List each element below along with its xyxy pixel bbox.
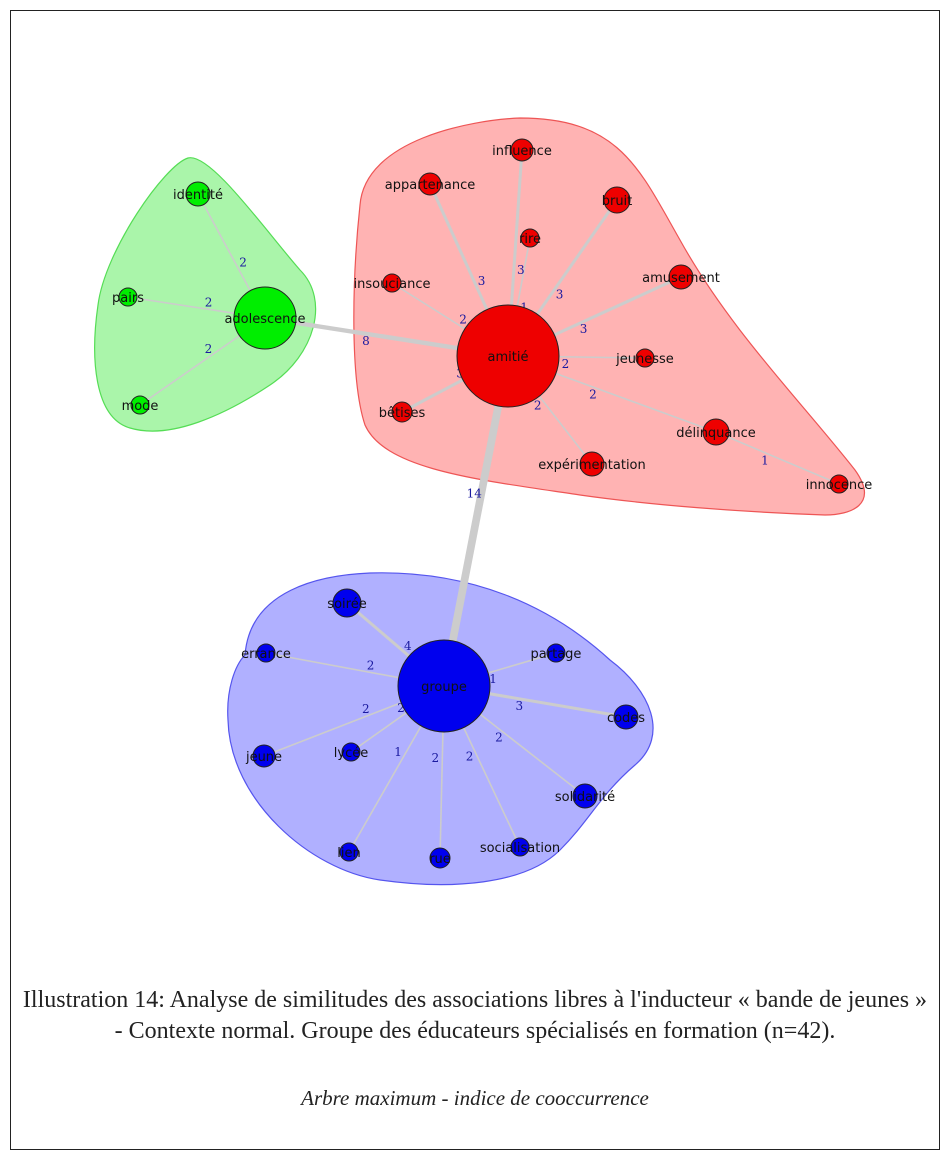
edge-weight-label: 8 (362, 334, 370, 348)
node-insouciance (382, 273, 402, 293)
edge-weight-label: 14 (467, 486, 483, 500)
edge-weight-label: 2 (239, 256, 247, 270)
edge-weight-label: 2 (205, 295, 213, 309)
node-label-groupe: groupe (421, 680, 467, 695)
node-socialisation (510, 837, 530, 857)
node-pairs (118, 287, 138, 307)
edge-weight-label: 2 (397, 701, 405, 715)
node-label-rue: rue (429, 852, 451, 867)
edge-weight-label: 2 (534, 399, 542, 413)
edge-weight-label: 2 (562, 357, 570, 371)
node-lycee (341, 742, 361, 762)
edge-weight-label: 1 (761, 453, 769, 467)
node-label-codes: codes (607, 711, 645, 726)
node-label-errance: errance (241, 647, 291, 662)
node-label-jeunesse: jeunesse (615, 352, 674, 367)
node-jeunesse (635, 348, 655, 368)
node-label-bruit: bruit (602, 194, 633, 209)
node-innocence (829, 474, 849, 494)
edge-weight-label: 3 (580, 322, 588, 336)
node-label-appartenance: appartenance (385, 178, 475, 193)
edge-weight-label: 1 (394, 745, 402, 759)
edge-weight-label: 2 (205, 342, 213, 356)
node-amusement (668, 264, 694, 290)
node-jeune (252, 744, 276, 768)
node-label-betises: bêtises (379, 406, 426, 421)
edge-weight-label: 2 (432, 751, 440, 765)
edge-weight-label: 2 (495, 731, 503, 745)
node-label-delinquance: délinquance (676, 426, 756, 441)
node-groupe (397, 639, 491, 733)
node-soiree (332, 588, 362, 618)
node-label-influence: influence (492, 144, 552, 159)
similarity-graph: 814222331332232214213222122 adolescencei… (94, 117, 873, 886)
edge-delinquance-innocence (715, 431, 840, 485)
figure-caption: Illustration 14: Analyse de similitudes … (22, 987, 928, 1044)
red-cluster-hull (353, 117, 865, 516)
node-mode (130, 395, 150, 415)
node-label-lycee: lycée (334, 746, 368, 761)
node-label-amusement: amusement (642, 271, 720, 286)
node-label-mode: mode (122, 399, 159, 414)
node-label-amitie: amitié (488, 350, 529, 365)
node-adolescence (233, 286, 297, 350)
node-label-socialisation: socialisation (480, 841, 560, 856)
edge-weight-label: 2 (466, 750, 474, 764)
node-appartenance (418, 172, 442, 196)
edge-weight-label: 2 (367, 658, 375, 672)
edge-weight-label: 4 (404, 639, 412, 653)
node-label-adolescence: adolescence (224, 312, 305, 327)
node-label-pairs: pairs (112, 291, 144, 306)
edge-weight-label: 3 (556, 287, 564, 301)
edge-weight-label: 1 (489, 672, 497, 686)
node-betises (391, 401, 413, 423)
node-label-jeune: jeune (245, 750, 282, 765)
node-partage (546, 643, 566, 663)
node-lien (339, 842, 359, 862)
node-influence (510, 138, 534, 162)
node-label-identite: identité (173, 188, 223, 203)
node-label-lien: lien (337, 846, 360, 861)
node-label-solidarite: solidarité (555, 790, 615, 805)
node-errance (256, 643, 276, 663)
edge-weight-label: 2 (362, 702, 370, 716)
figure-subcaption: Arbre maximum - indice de cooccurrence (301, 1086, 649, 1110)
node-label-soiree: soirée (327, 597, 366, 612)
node-label-insouciance: insouciance (354, 277, 431, 292)
edge-weight-label: 3 (478, 274, 486, 288)
edge-weight-label: 3 (517, 263, 525, 277)
edge-weight-label: 2 (589, 387, 597, 401)
node-identite (185, 181, 211, 207)
node-rue (429, 847, 451, 869)
node-experimentation (579, 451, 605, 477)
node-amitie (456, 304, 560, 408)
edge-amitie-groupe (440, 355, 512, 687)
node-delinquance (702, 418, 730, 446)
node-rire (520, 228, 540, 248)
node-label-rire: rire (519, 232, 541, 247)
green-cluster-hull (94, 157, 317, 432)
node-solidarite (572, 783, 598, 809)
node-bruit (603, 186, 631, 214)
node-codes (613, 704, 639, 730)
edge-weight-label: 3 (515, 699, 523, 713)
node-label-partage: partage (531, 647, 582, 662)
node-label-innocence: innocence (806, 478, 873, 493)
edge-weight-label: 2 (459, 312, 467, 326)
node-label-experimentation: expérimentation (538, 458, 646, 473)
